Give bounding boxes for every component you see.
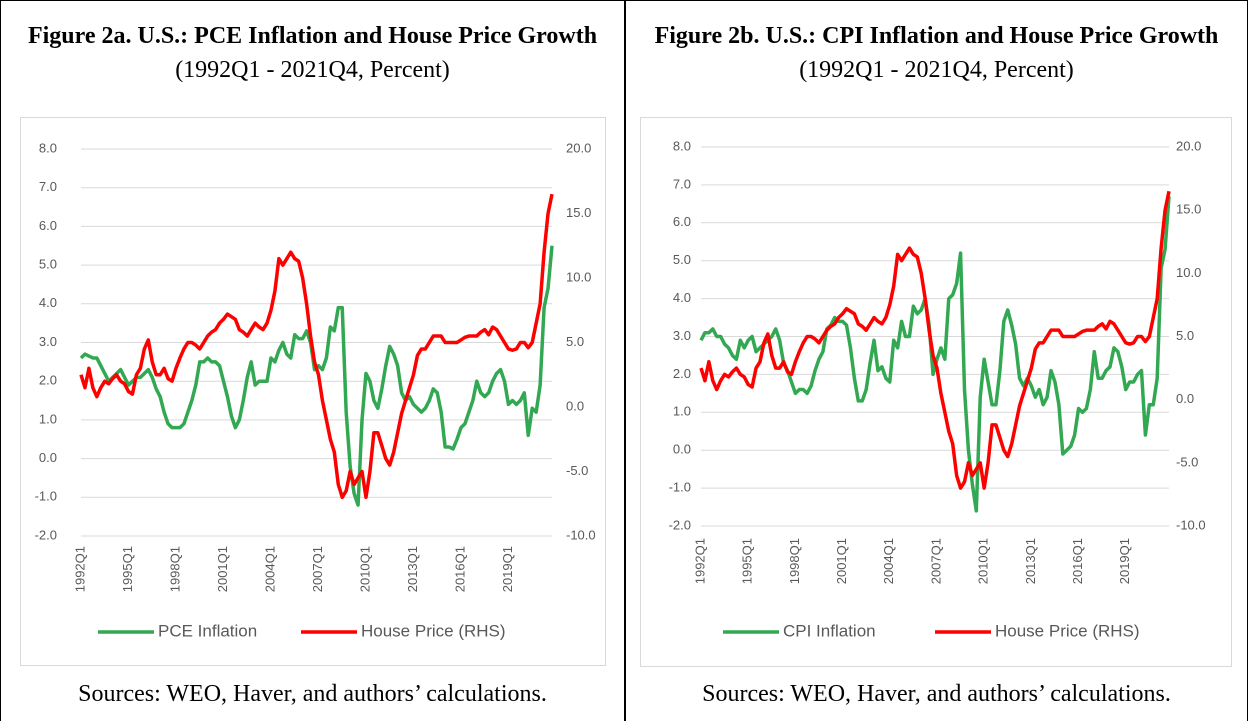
x-tick-label: 1992Q1 xyxy=(692,538,707,584)
x-tick-label: 2019Q1 xyxy=(500,546,515,592)
y2-tick-label: -10.0 xyxy=(566,527,596,542)
y2-tick-label: -5.0 xyxy=(566,463,588,478)
series-line xyxy=(699,190,1171,490)
y2-tick-label: 20.0 xyxy=(1176,138,1201,153)
x-tick-label: 2007Q1 xyxy=(928,538,943,584)
y-tick-label: 0.0 xyxy=(39,450,57,465)
y2-tick-label: 15.0 xyxy=(566,205,591,220)
y2-tick-label: 15.0 xyxy=(1176,202,1201,217)
x-tick-label: 2013Q1 xyxy=(1023,538,1038,584)
y-tick-label: 2.0 xyxy=(673,366,691,381)
x-tick-label: 2019Q1 xyxy=(1117,538,1132,584)
y-tick-label: 4.0 xyxy=(39,295,57,310)
y-tick-label: -1.0 xyxy=(35,489,57,504)
y2-tick-label: 5.0 xyxy=(566,334,584,349)
x-tick-label: 2001Q1 xyxy=(215,546,230,592)
x-tick-label: 1998Q1 xyxy=(787,538,802,584)
x-tick-label: 2001Q1 xyxy=(834,538,849,584)
x-tick-label: 2010Q1 xyxy=(976,538,991,584)
y2-tick-label: 0.0 xyxy=(1176,391,1194,406)
x-tick-label: 2016Q1 xyxy=(1070,538,1085,584)
panel: Figure 2b. U.S.: CPI Inflation and House… xyxy=(626,0,1248,721)
x-tick-label: 2013Q1 xyxy=(405,546,420,592)
x-tick-label: 1998Q1 xyxy=(167,546,182,592)
y-tick-label: 7.0 xyxy=(673,176,691,191)
y-tick-label: 6.0 xyxy=(673,214,691,229)
y-tick-label: 2.0 xyxy=(39,373,57,388)
x-tick-label: 2004Q1 xyxy=(262,546,277,592)
y-tick-label: 8.0 xyxy=(673,138,691,153)
y-tick-label: -2.0 xyxy=(35,527,57,542)
y2-tick-label: -10.0 xyxy=(1176,517,1206,532)
y2-tick-label: 0.0 xyxy=(566,398,584,413)
legend-label: CPI Inflation xyxy=(783,621,876,640)
y-tick-label: 1.0 xyxy=(39,411,57,426)
y-tick-label: -2.0 xyxy=(669,517,691,532)
y-tick-label: 5.0 xyxy=(673,252,691,267)
y2-tick-label: -5.0 xyxy=(1176,454,1198,469)
y-tick-label: 3.0 xyxy=(673,328,691,343)
y2-tick-label: 20.0 xyxy=(566,140,591,155)
series-line xyxy=(79,245,554,507)
chart-box: -2.0 -1.0 0.0 1.0 2.0 3.0 4.0 5.0 6.0 7.0 8.0 -10.0… xyxy=(640,117,1232,667)
chart: -2.0 -1.0 0.0 1.0 2.0 3.0 4.0 5.0 6.0 7.0 8.0 -10.0… xyxy=(669,138,1206,640)
y2-tick-label: 10.0 xyxy=(1176,265,1201,280)
y-tick-label: 5.0 xyxy=(39,257,57,272)
x-tick-label: 1995Q1 xyxy=(120,546,135,592)
chart: -2.0 -1.0 0.0 1.0 2.0 3.0 4.0 5.0 6.0 7.0 8.0 -10.0… xyxy=(35,140,596,640)
series-line xyxy=(79,193,554,500)
y-tick-label: -1.0 xyxy=(669,480,691,495)
chart-title: Figure 2a. U.S.: PCE Inflation and House… xyxy=(11,19,614,87)
x-tick-label: 1995Q1 xyxy=(740,538,755,584)
y-tick-label: 0.0 xyxy=(673,442,691,457)
subtitle: (1992Q1 - 2021Q4, Percent) xyxy=(175,57,450,83)
legend-label: House Price (RHS) xyxy=(361,621,506,640)
legend-label: PCE Inflation xyxy=(158,621,257,640)
y2-tick-label: 5.0 xyxy=(1176,328,1194,343)
y-tick-label: 3.0 xyxy=(39,334,57,349)
legend-label: House Price (RHS) xyxy=(995,621,1140,640)
y-tick-label: 1.0 xyxy=(673,404,691,419)
chart-title: Figure 2b. U.S.: CPI Inflation and House… xyxy=(636,19,1237,87)
y-tick-label: 4.0 xyxy=(673,290,691,305)
x-tick-label: 1992Q1 xyxy=(72,546,87,592)
x-tick-label: 2010Q1 xyxy=(357,546,372,592)
subtitle: (1992Q1 - 2021Q4, Percent) xyxy=(799,57,1074,83)
x-tick-label: 2007Q1 xyxy=(310,546,325,592)
x-tick-label: 2016Q1 xyxy=(452,546,467,592)
y-tick-label: 6.0 xyxy=(39,218,57,233)
y-tick-label: 7.0 xyxy=(39,179,57,194)
source-note: Sources: WEO, Haver, and authors’ calcul… xyxy=(78,681,547,707)
panel: Figure 2a. U.S.: PCE Inflation and House… xyxy=(0,0,626,721)
source-note: Sources: WEO, Haver, and authors’ calcul… xyxy=(702,681,1171,707)
title-bold: Figure 2b. U.S.: CPI Inflation and House… xyxy=(654,23,1219,49)
y2-tick-label: 10.0 xyxy=(566,269,591,284)
y-tick-label: 8.0 xyxy=(39,140,57,155)
x-tick-label: 2004Q1 xyxy=(881,538,896,584)
chart-box: -2.0 -1.0 0.0 1.0 2.0 3.0 4.0 5.0 6.0 7.0 8.0 -10.0… xyxy=(20,117,606,666)
title-bold: Figure 2a. U.S.: PCE Inflation and House… xyxy=(27,23,598,49)
